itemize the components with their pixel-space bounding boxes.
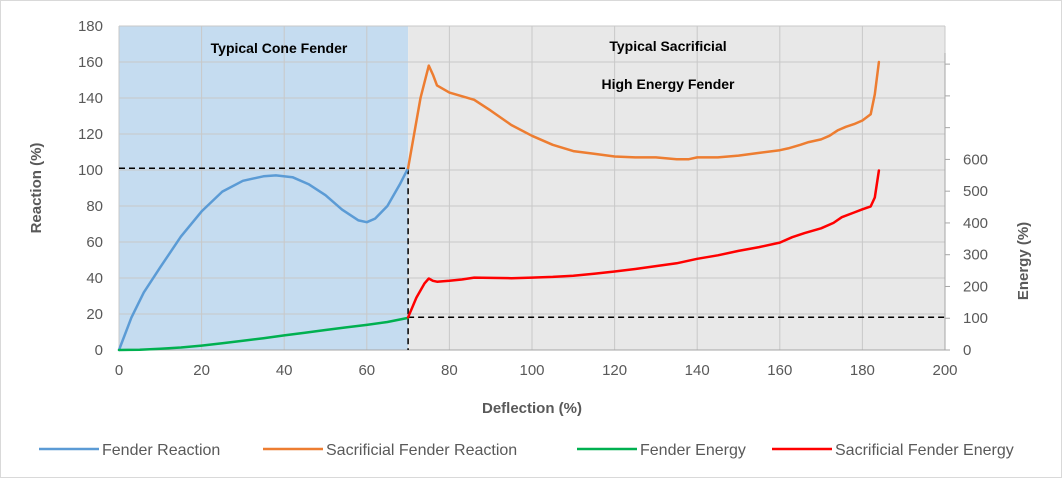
series-lines: [117, 60, 881, 352]
x-tick-label: 40: [276, 362, 293, 379]
x-axis-title: Deflection (%): [482, 400, 582, 417]
x-tick-label: 20: [193, 362, 210, 379]
y2-tick-label: 500: [963, 183, 988, 200]
series-line-fender-reaction: [117, 166, 410, 352]
x-tick-label: 140: [685, 362, 710, 379]
y2-tick-label: 200: [963, 278, 988, 295]
axes: [119, 53, 950, 351]
tick-labels: 0 20 40 60 80 100 120 140 160 180 200 0 20 40 60 80 100 1…: [78, 18, 988, 379]
region-label-cone-fender: Typical Cone Fender: [211, 40, 348, 56]
region-background-0: [119, 26, 409, 350]
y-tick-label: 40: [86, 270, 103, 287]
chart-regions: [119, 26, 946, 350]
y-tick-label: 20: [86, 306, 103, 323]
legend-label-fender-reaction: Fender Reaction: [102, 442, 220, 459]
series-line-sacrificial-fender-energy: [406, 169, 881, 319]
y2-tick-label: 300: [963, 247, 988, 264]
legend: Fender Reaction Sacrificial Fender Reacti…: [39, 442, 1014, 459]
region-background-1: [408, 26, 946, 350]
y2-axis-title: Energy (%): [1015, 222, 1032, 300]
region-label-sacrificial-line1: Typical Sacrificial: [609, 38, 726, 54]
x-tick-label: 200: [932, 362, 957, 379]
y-tick-label: 180: [78, 18, 103, 35]
legend-label-fender-energy: Fender Energy: [640, 442, 746, 459]
reference-lines: [119, 167, 945, 350]
region-labels: Typical Cone Fender Typical Sacrificial Hi…: [211, 38, 735, 92]
y-tick-label: 120: [78, 126, 103, 143]
y2-tick-label: 100: [963, 310, 988, 327]
y-tick-label: 0: [95, 342, 103, 359]
legend-label-sacrificial-fender-reaction: Sacrificial Fender Reaction: [326, 442, 517, 459]
series-line-fender-energy: [117, 316, 410, 352]
y-tick-label: 160: [78, 54, 103, 71]
x-tick-label: 120: [602, 362, 627, 379]
x-tick-label: 0: [115, 362, 123, 379]
region-label-sacrificial-line2: High Energy Fender: [601, 76, 735, 92]
series-line-sacrificial-fender-reaction: [406, 60, 881, 170]
x-tick-label: 60: [358, 362, 375, 379]
y-tick-label: 100: [78, 162, 103, 179]
gridlines: [118, 25, 946, 351]
y-tick-label: 80: [86, 198, 103, 215]
x-tick-label: 160: [767, 362, 792, 379]
y-tick-label: 60: [86, 234, 103, 251]
x-tick-label: 180: [850, 362, 875, 379]
legend-label-sacrificial-fender-energy: Sacrificial Fender Energy: [835, 442, 1014, 459]
x-tick-label: 80: [441, 362, 458, 379]
y2-tick-label: 600: [963, 151, 988, 168]
y-tick-label: 140: [78, 90, 103, 107]
y2-tick-label: 0: [963, 342, 971, 359]
y2-tick-label: 400: [963, 215, 988, 232]
y-axis-title: Reaction (%): [28, 143, 45, 234]
x-tick-label: 100: [519, 362, 544, 379]
